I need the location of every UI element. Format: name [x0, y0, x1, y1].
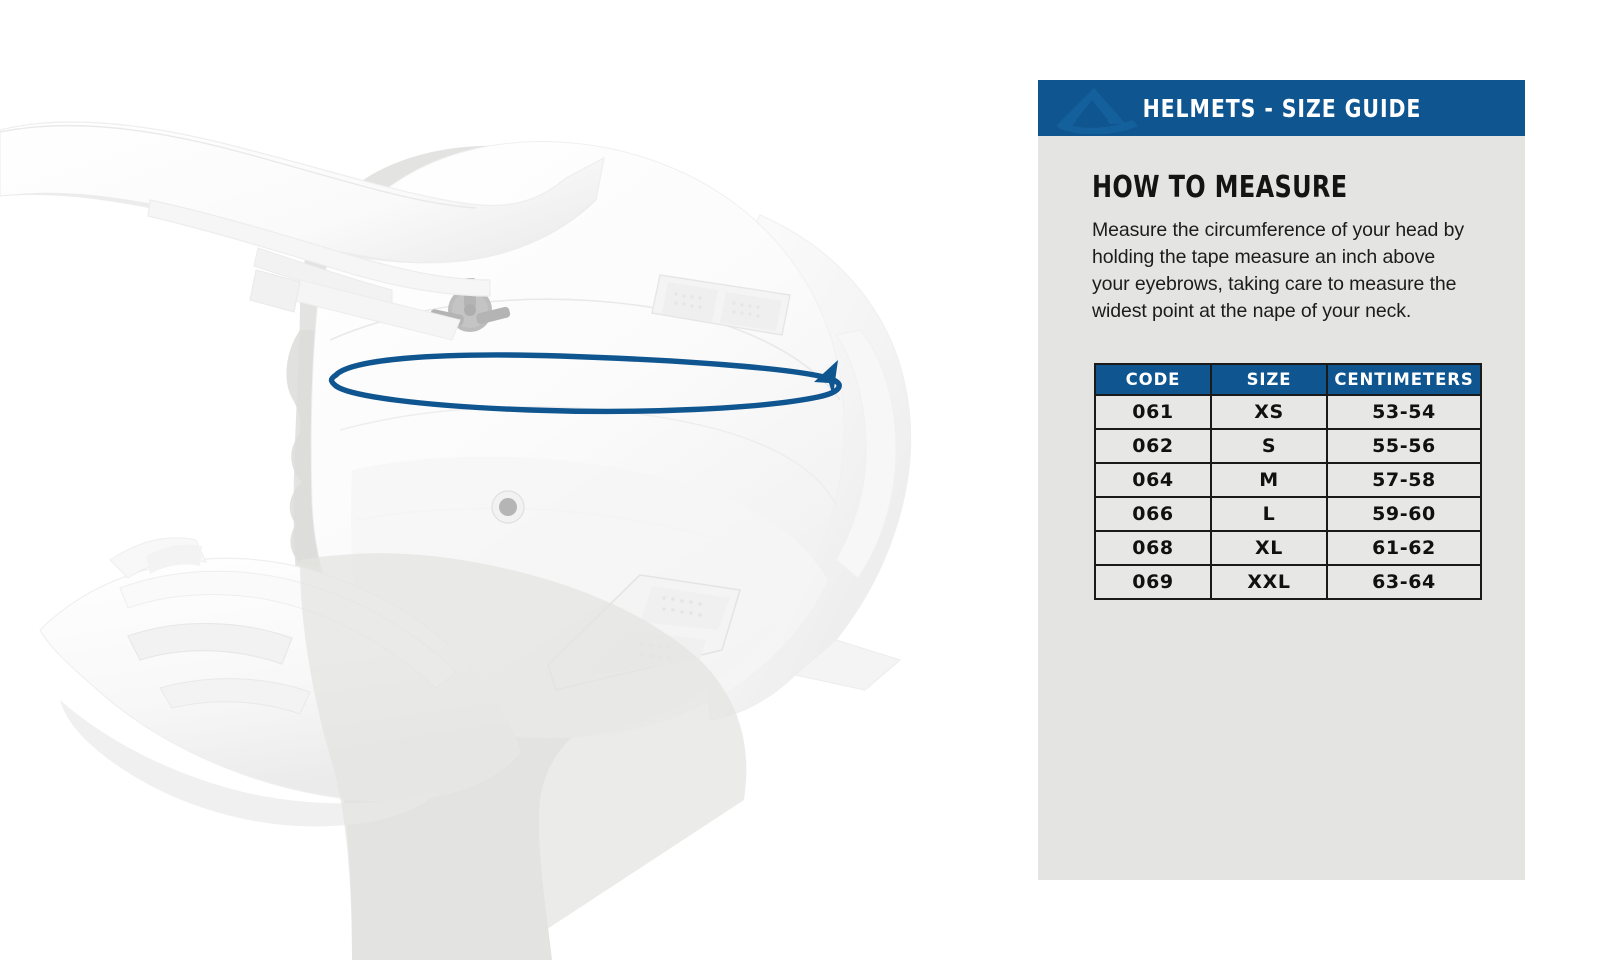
table-row: 062 S 55-56 [1094, 428, 1482, 464]
size-table-wrapper: CODE SIZE CENTIMETERS 061 XS 53-54 062 S… [1094, 363, 1491, 600]
cell-code: 061 [1094, 394, 1212, 430]
cell-centimeters: 55-56 [1326, 428, 1482, 464]
cell-centimeters: 57-58 [1326, 462, 1482, 498]
column-header-size: SIZE [1210, 363, 1328, 396]
cell-code: 069 [1094, 564, 1212, 600]
size-guide-panel: HELMETS - SIZE GUIDE HOW TO MEASURE Meas… [1038, 80, 1525, 880]
cell-code: 062 [1094, 428, 1212, 464]
cell-code: 068 [1094, 530, 1212, 566]
helmet-top-vent-icon [651, 274, 791, 336]
table-row: 069 XXL 63-64 [1094, 564, 1482, 600]
column-header-centimeters: CENTIMETERS [1326, 363, 1482, 396]
table-row: 064 M 57-58 [1094, 462, 1482, 498]
cell-size: XXL [1210, 564, 1328, 600]
head-circumference-arrow-icon [328, 352, 842, 415]
helmet-translucent-overlay [300, 553, 747, 960]
cell-size: XL [1210, 530, 1328, 566]
how-to-measure-text: Measure the circumference of your head b… [1092, 219, 1465, 322]
table-row: 068 XL 61-62 [1094, 530, 1482, 566]
cell-code: 064 [1094, 462, 1212, 498]
panel-body: HOW TO MEASURE Measure the circumference… [1038, 136, 1525, 600]
size-table: CODE SIZE CENTIMETERS 061 XS 53-54 062 S… [1094, 363, 1482, 600]
cell-code: 066 [1094, 496, 1212, 532]
cell-centimeters: 61-62 [1326, 530, 1482, 566]
column-header-code: CODE [1094, 363, 1212, 396]
panel-title: HELMETS - SIZE GUIDE [1142, 93, 1421, 123]
how-to-measure-heading: HOW TO MEASURE [1092, 170, 1348, 205]
cell-centimeters: 59-60 [1326, 496, 1482, 532]
acerbis-triangle-logo-icon [1052, 82, 1148, 134]
table-header-row: CODE SIZE CENTIMETERS [1094, 363, 1482, 396]
panel-header: HELMETS - SIZE GUIDE [1038, 80, 1525, 136]
motocross-helmet-illustration [0, 121, 912, 960]
cell-centimeters: 63-64 [1326, 564, 1482, 600]
cell-size: M [1210, 462, 1328, 498]
cell-size: L [1210, 496, 1328, 532]
table-row: 061 XS 53-54 [1094, 394, 1482, 430]
cell-centimeters: 53-54 [1326, 394, 1482, 430]
helmet-illustration-area [0, 121, 912, 960]
helmet-side-rivet-icon [491, 490, 525, 524]
cell-size: XS [1210, 394, 1328, 430]
cell-size: S [1210, 428, 1328, 464]
helmet-peak-visor [0, 121, 605, 341]
table-row: 066 L 59-60 [1094, 496, 1482, 532]
